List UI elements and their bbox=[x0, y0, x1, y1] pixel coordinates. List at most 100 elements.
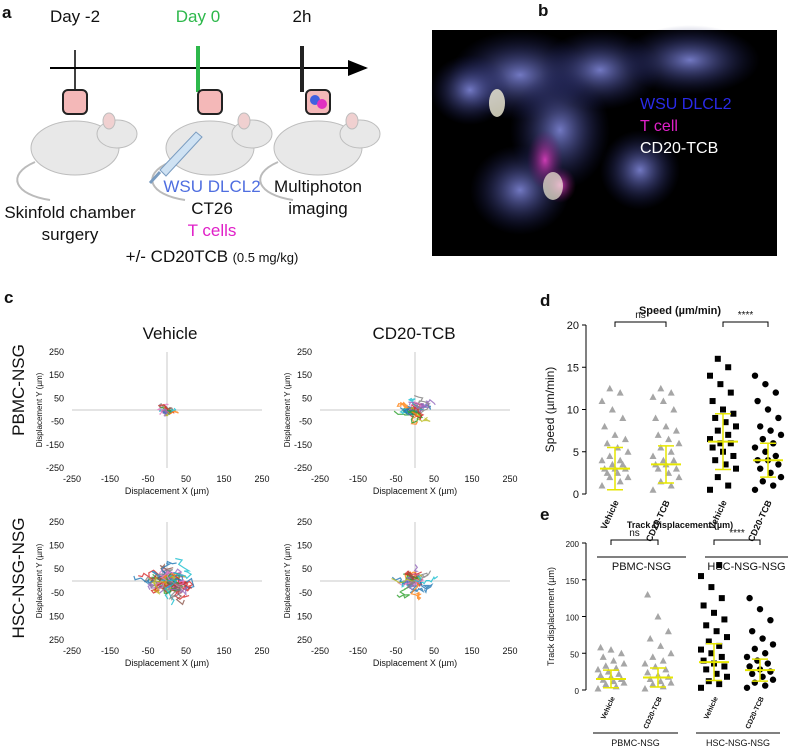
x-tick-label: 150 bbox=[216, 474, 231, 484]
x-tick-label: 250 bbox=[502, 646, 517, 656]
mouse-tail bbox=[151, 161, 186, 201]
y-axis-label: Displacement Y (µm) bbox=[35, 543, 44, 618]
x-tick-label: 50 bbox=[181, 474, 191, 484]
data-point bbox=[601, 422, 609, 430]
tissue-blob bbox=[620, 25, 760, 95]
x-tick-label: -250 bbox=[311, 646, 329, 656]
data-point bbox=[727, 440, 734, 447]
timepoint: Day 0 bbox=[176, 7, 220, 26]
data-point bbox=[594, 665, 602, 673]
data-point bbox=[708, 584, 715, 591]
significance-label: ns bbox=[629, 528, 640, 539]
panel-label: d bbox=[540, 291, 550, 310]
data-point bbox=[646, 635, 654, 642]
x-tick-label: -250 bbox=[311, 474, 329, 484]
data-point bbox=[725, 364, 732, 371]
y-tick-label: 250 bbox=[297, 635, 312, 645]
cell-track bbox=[166, 580, 189, 597]
data-point bbox=[707, 436, 713, 443]
data-point bbox=[598, 397, 606, 405]
data-point bbox=[657, 384, 665, 392]
data-point bbox=[718, 595, 725, 602]
column-title: Vehicle bbox=[143, 324, 198, 343]
cell-track bbox=[166, 410, 179, 415]
data-point bbox=[775, 461, 782, 468]
chamber bbox=[62, 89, 88, 115]
step-label: T cells bbox=[188, 221, 237, 240]
y-axis-label: Displacement Y (µm) bbox=[283, 543, 292, 618]
data-point bbox=[654, 431, 662, 438]
data-point bbox=[777, 431, 785, 439]
data-point bbox=[610, 677, 618, 685]
significance-label: ns bbox=[635, 310, 646, 321]
x-tick-label: 250 bbox=[254, 474, 269, 484]
data-point bbox=[721, 616, 728, 623]
data-point bbox=[724, 634, 730, 641]
panel-label: c bbox=[4, 288, 13, 307]
data-point bbox=[667, 679, 675, 686]
data-point bbox=[649, 653, 657, 660]
x-tick-label: -150 bbox=[101, 646, 119, 656]
y-tick-label: -150 bbox=[294, 440, 312, 450]
column-title: CD20-TCB bbox=[372, 324, 455, 343]
x-tick-label: 50 bbox=[181, 646, 191, 656]
sd-bar bbox=[706, 642, 722, 682]
significance-bracket bbox=[610, 539, 659, 545]
mouse-tail bbox=[259, 161, 294, 201]
mouse-illustrations bbox=[16, 89, 381, 201]
y-axis-label: Displacement Y (µm) bbox=[283, 372, 292, 447]
data-point bbox=[759, 435, 766, 443]
data-point bbox=[659, 456, 667, 464]
y-tick-label: 200 bbox=[566, 540, 580, 549]
step-label: Multiphoton bbox=[274, 177, 362, 196]
x-axis-label: Displacement X (µm) bbox=[373, 486, 457, 496]
y-axis-label: Track displacement (µm) bbox=[546, 567, 556, 666]
x-tick-label: -250 bbox=[63, 646, 81, 656]
data-point bbox=[608, 406, 616, 413]
cell-track bbox=[407, 397, 424, 412]
sd-bar bbox=[752, 658, 768, 682]
data-point bbox=[720, 406, 726, 413]
cell-track bbox=[413, 575, 422, 583]
data-point bbox=[775, 414, 782, 422]
data-point bbox=[621, 435, 629, 443]
data-point bbox=[721, 663, 728, 670]
data-point bbox=[612, 664, 620, 671]
legend-label: T cell bbox=[640, 118, 678, 135]
data-point bbox=[667, 448, 675, 455]
data-point bbox=[743, 684, 751, 691]
cell-track bbox=[412, 405, 425, 421]
y-tick-label: 0 bbox=[573, 489, 579, 501]
data-point bbox=[769, 641, 777, 648]
syringe bbox=[159, 131, 203, 177]
data-point bbox=[709, 444, 716, 451]
data-point bbox=[611, 431, 619, 438]
data-point bbox=[762, 650, 769, 657]
significance-bracket bbox=[713, 539, 761, 545]
treatment-label: +/- CD20TCB (0.5 mg/kg) bbox=[126, 247, 299, 266]
x-tick-label: 150 bbox=[216, 646, 231, 656]
plot-title: Track Displacement (µm) bbox=[627, 520, 733, 530]
data-point bbox=[722, 461, 729, 468]
data-point bbox=[759, 673, 766, 680]
data-point bbox=[751, 679, 758, 686]
panel-label: a bbox=[2, 3, 12, 22]
cell-track bbox=[406, 409, 424, 424]
cohort-label: HSC-NSG-NSG bbox=[706, 738, 770, 748]
data-point bbox=[675, 439, 683, 447]
data-point bbox=[764, 660, 771, 667]
data-point bbox=[624, 448, 632, 455]
data-point bbox=[667, 649, 675, 657]
y-tick-label: 150 bbox=[297, 370, 312, 380]
data-point bbox=[619, 414, 627, 421]
cell-track bbox=[396, 401, 416, 411]
data-point bbox=[665, 435, 673, 443]
y-tick-label: 250 bbox=[49, 635, 64, 645]
significance-bracket bbox=[722, 321, 769, 327]
data-point bbox=[665, 469, 673, 476]
cell-track bbox=[166, 409, 172, 415]
sd-bar bbox=[650, 667, 666, 688]
y-tick-label: 50 bbox=[54, 564, 64, 574]
panel-label: b bbox=[538, 1, 548, 20]
